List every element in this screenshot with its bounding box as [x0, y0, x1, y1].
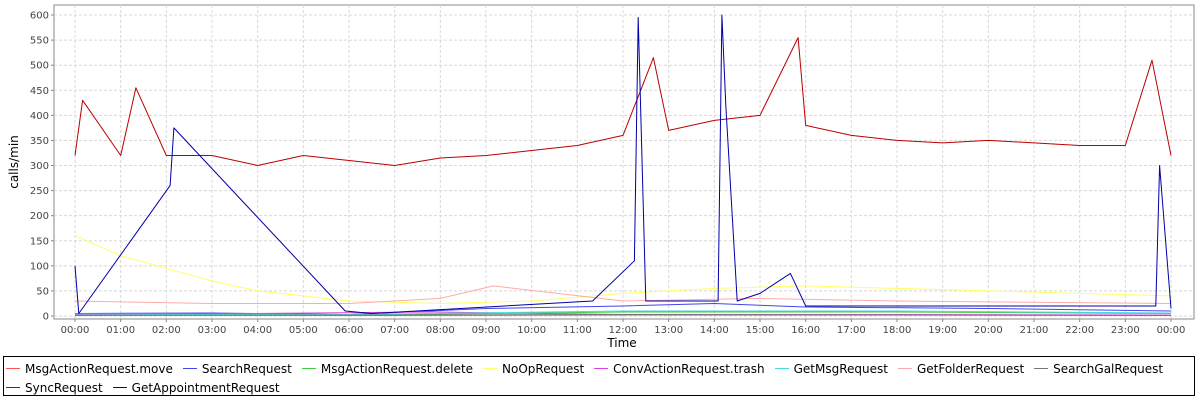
y-tick-label: 150: [30, 236, 49, 247]
legend-label: NoOpRequest: [502, 361, 585, 376]
legend-label: GetMsgRequest: [793, 361, 888, 376]
y-tick-label: 450: [30, 86, 49, 97]
legend-swatch: [594, 368, 609, 369]
legend: MsgActionRequest.move SearchRequest MsgAct…: [3, 356, 1195, 396]
legend-swatch: [1034, 368, 1049, 369]
x-tick-label: 02:00: [152, 325, 181, 336]
legend-item-nooprequest: NoOpRequest: [483, 359, 584, 378]
legend-label: MsgActionRequest.delete: [320, 361, 474, 376]
legend-item-searchrequest: SearchRequest: [182, 359, 292, 378]
x-tick-label: 00:00: [61, 325, 90, 336]
y-axis-ticks: 0 50 100 150 200 250 300 350 400 450 500 550 600: [30, 11, 54, 323]
x-tick-label: 16:00: [791, 325, 820, 336]
y-tick-label: 100: [30, 261, 49, 272]
x-tick-label: 06:00: [335, 325, 364, 336]
gridlines: [54, 5, 1194, 319]
legend-label: SearchRequest: [201, 361, 292, 376]
x-tick-label: 19:00: [928, 325, 957, 336]
x-tick-label: 08:00: [426, 325, 455, 336]
legend-item-getfolderrequest: GetFolderRequest: [897, 359, 1025, 378]
x-tick-label: 01:00: [106, 325, 135, 336]
legend-swatch: [112, 387, 127, 388]
x-tick-label: 18:00: [883, 325, 912, 336]
x-tick-label: 22:00: [1065, 325, 1094, 336]
legend-swatch: [6, 368, 20, 369]
legend-item-syncrequest: SyncRequest: [6, 378, 103, 397]
x-tick-label: 11:00: [563, 325, 592, 336]
x-tick-label: 23:00: [1111, 325, 1140, 336]
x-tick-label: 07:00: [380, 325, 409, 336]
x-tick-label: 12:00: [609, 325, 638, 336]
y-tick-label: 0: [43, 312, 49, 323]
y-tick-label: 600: [30, 11, 49, 22]
y-tick-label: 350: [30, 136, 49, 147]
x-tick-label: 09:00: [472, 325, 501, 336]
series-line-searchgalrequest: [74, 314, 1172, 316]
y-tick-label: 400: [30, 111, 49, 122]
x-tick-label: 03:00: [198, 325, 227, 336]
series-line-nooprequest: [74, 235, 1172, 304]
legend-item-convactionrequest-trash: ConvActionRequest.trash: [594, 359, 765, 378]
legend-label: SyncRequest: [25, 380, 103, 395]
legend-label: ConvActionRequest.trash: [613, 361, 765, 376]
y-tick-label: 50: [36, 286, 49, 297]
y-axis-label: calls/min: [7, 135, 21, 189]
legend-swatch: [897, 368, 912, 369]
y-tick-label: 250: [30, 186, 49, 197]
legend-label: SearchGalRequest: [1053, 361, 1164, 376]
legend-swatch: [483, 368, 498, 369]
legend-label: MsgActionRequest.move: [25, 361, 173, 376]
y-tick-label: 550: [30, 36, 49, 47]
x-tick-label: 17:00: [837, 325, 866, 336]
series-line-getfolderrequest: [74, 285, 1172, 304]
legend-item-msgactionrequest-move: MsgActionRequest.move: [6, 359, 173, 378]
x-axis-label: Time: [606, 336, 636, 350]
x-tick-label: 05:00: [289, 325, 318, 336]
y-tick-label: 300: [30, 161, 49, 172]
legend-item-searchgalrequest: SearchGalRequest: [1034, 359, 1163, 378]
x-tick-label: 15:00: [746, 325, 775, 336]
plot-area: [53, 4, 1195, 320]
legend-swatch: [6, 387, 20, 388]
y-tick-label: 500: [30, 61, 49, 72]
x-tick-label: 04:00: [243, 325, 272, 336]
series-line-syncrequest: [74, 37, 1172, 166]
legend-swatch: [182, 368, 197, 369]
x-tick-label: 00:00: [1157, 325, 1186, 336]
legend-item-getappointmentrequest: GetAppointmentRequest: [112, 378, 280, 397]
x-tick-label: 13:00: [654, 325, 683, 336]
x-tick-label: 14:00: [700, 325, 729, 336]
legend-swatch: [774, 368, 789, 369]
x-tick-label: 21:00: [1020, 325, 1049, 336]
x-tick-label: 10:00: [517, 325, 546, 336]
legend-label: GetFolderRequest: [916, 361, 1025, 376]
series-line-getmsgrequest: [74, 310, 1172, 315]
legend-label: GetAppointmentRequest: [131, 380, 280, 395]
series-lines: [74, 14, 1172, 316]
legend-item-msgactionrequest-delete: MsgActionRequest.delete: [301, 359, 474, 378]
legend-item-getmsgrequest: GetMsgRequest: [774, 359, 888, 378]
x-axis-ticks: 00:00 01:00 02:00 03:00 04:00 05:00 06:00 07:00…: [61, 319, 1186, 336]
legend-swatch: [301, 368, 316, 369]
y-tick-label: 200: [30, 211, 49, 222]
x-tick-label: 20:00: [974, 325, 1003, 336]
series-line-getappointmentrequest: [74, 14, 1172, 314]
